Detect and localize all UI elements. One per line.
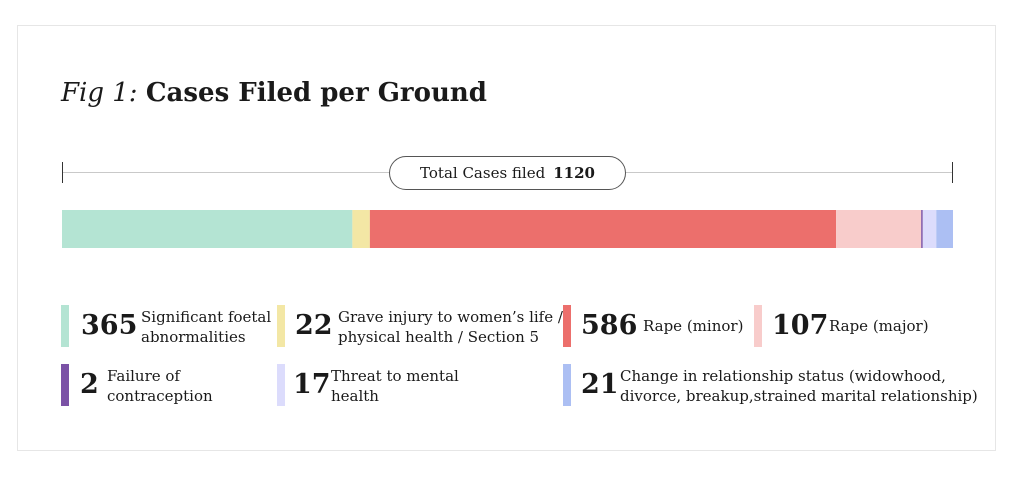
- bar-segment: [922, 210, 937, 248]
- legend-swatch: [563, 305, 571, 347]
- legend-swatch: [277, 364, 285, 406]
- legend-swatch: [61, 305, 69, 347]
- legend-value: 586: [581, 310, 638, 341]
- bar-segment: [369, 210, 837, 248]
- legend-label: Change in relationship status (widowhood…: [620, 367, 978, 405]
- range-start-tick: [62, 162, 63, 183]
- legend-swatch: [277, 305, 285, 347]
- bar-segment: [921, 210, 923, 248]
- legend-swatch: [61, 364, 69, 406]
- legend-label: Failure of contraception: [107, 367, 213, 405]
- legend-label: Rape (minor): [643, 317, 744, 335]
- legend-label: Significant foetal abnormalities: [141, 308, 272, 346]
- legend-value: 22: [295, 310, 333, 341]
- legend-value: 365: [81, 310, 138, 341]
- range-end-tick: [952, 162, 953, 183]
- bar-segment: [352, 210, 370, 248]
- figure-number: Fig 1:: [61, 78, 138, 108]
- legend-value: 21: [581, 369, 619, 400]
- bar-segment: [836, 210, 922, 248]
- total-value: 1120: [553, 164, 595, 182]
- legend-value: 2: [80, 369, 99, 400]
- total-label: Total Cases filed: [420, 164, 546, 182]
- legend-value: 17: [293, 369, 331, 400]
- bar-segment: [62, 210, 353, 248]
- legend-swatch: [563, 364, 571, 406]
- legend-label: Rape (major): [829, 317, 929, 335]
- legend-swatch: [754, 305, 762, 347]
- bar-segment: [936, 210, 953, 248]
- legend-label: Grave injury to women’s life / physical h…: [338, 308, 563, 346]
- legend-label: Threat to mental health: [331, 367, 459, 405]
- total-cases-pill: Total Cases filed 1120: [389, 156, 626, 190]
- title-text: Cases Filed per Ground: [145, 78, 487, 108]
- stacked-bar: [62, 210, 953, 248]
- legend-value: 107: [772, 310, 829, 341]
- chart-title: Fig 1: Cases Filed per Ground: [61, 76, 487, 110]
